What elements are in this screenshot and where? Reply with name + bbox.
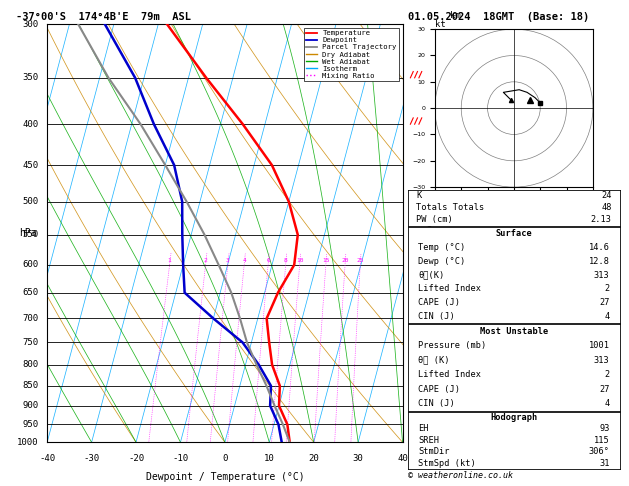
Text: Totals Totals: Totals Totals <box>416 203 484 212</box>
Text: 20: 20 <box>342 258 349 263</box>
Text: CIN (J): CIN (J) <box>418 399 455 408</box>
Text: 500: 500 <box>22 197 38 206</box>
Text: 1000: 1000 <box>17 438 38 447</box>
Text: Surface: Surface <box>496 229 532 238</box>
Text: 650: 650 <box>22 288 38 297</box>
Text: 6: 6 <box>266 258 270 263</box>
Text: SREH: SREH <box>418 436 439 445</box>
Text: 4: 4 <box>604 312 610 321</box>
Text: 450: 450 <box>22 160 38 170</box>
Text: 48: 48 <box>601 203 611 212</box>
Text: 313: 313 <box>594 271 610 279</box>
Text: 2: 2 <box>604 284 610 294</box>
Text: 30: 30 <box>353 454 364 463</box>
Text: Mixing Ratio (g/kg): Mixing Ratio (g/kg) <box>426 190 435 277</box>
Text: 750: 750 <box>22 338 38 347</box>
Text: ASL: ASL <box>448 33 464 42</box>
Text: hPa: hPa <box>19 228 36 238</box>
Text: PW (cm): PW (cm) <box>416 215 453 225</box>
Text: 5: 5 <box>465 230 470 239</box>
Text: 7: 7 <box>465 120 470 129</box>
Text: -20: -20 <box>128 454 144 463</box>
Text: 700: 700 <box>22 314 38 323</box>
Text: Hodograph: Hodograph <box>490 413 538 422</box>
Text: 1001: 1001 <box>589 341 610 350</box>
Text: -40: -40 <box>39 454 55 463</box>
Text: 10: 10 <box>296 258 303 263</box>
Text: 600: 600 <box>22 260 38 269</box>
Text: © weatheronline.co.uk: © weatheronline.co.uk <box>408 471 513 480</box>
Text: 27: 27 <box>599 298 610 307</box>
Text: 2: 2 <box>465 360 470 369</box>
Text: 350: 350 <box>22 73 38 82</box>
Text: 313: 313 <box>594 356 610 364</box>
Text: Temp (°C): Temp (°C) <box>418 243 465 252</box>
Text: 31: 31 <box>599 459 610 468</box>
Text: K: K <box>416 191 421 200</box>
Text: StmDir: StmDir <box>418 447 450 456</box>
Text: 4: 4 <box>242 258 246 263</box>
Text: 950: 950 <box>22 420 38 429</box>
Text: Lifted Index: Lifted Index <box>418 284 481 294</box>
Text: 3: 3 <box>465 314 470 323</box>
Text: 6: 6 <box>465 160 470 170</box>
Text: 8: 8 <box>465 73 470 82</box>
Text: -30: -30 <box>84 454 99 463</box>
Text: 306°: 306° <box>589 447 610 456</box>
Text: 10: 10 <box>264 454 275 463</box>
Text: 25: 25 <box>357 258 364 263</box>
Text: θᴄ (K): θᴄ (K) <box>418 356 450 364</box>
Text: 1: 1 <box>465 401 470 410</box>
Text: 27: 27 <box>599 384 610 394</box>
Text: CAPE (J): CAPE (J) <box>418 298 460 307</box>
Text: EH: EH <box>418 424 429 434</box>
Text: 14.6: 14.6 <box>589 243 610 252</box>
Text: 12.8: 12.8 <box>589 257 610 266</box>
Text: -10: -10 <box>172 454 189 463</box>
Text: 400: 400 <box>22 120 38 129</box>
Text: θᴄ(K): θᴄ(K) <box>418 271 445 279</box>
Text: 800: 800 <box>22 360 38 369</box>
Text: 01.05.2024  18GMT  (Base: 18): 01.05.2024 18GMT (Base: 18) <box>408 12 589 22</box>
Text: 115: 115 <box>594 436 610 445</box>
Text: 900: 900 <box>22 401 38 410</box>
Text: StmSpd (kt): StmSpd (kt) <box>418 459 476 468</box>
Legend: Temperature, Dewpoint, Parcel Trajectory, Dry Adiabat, Wet Adiabat, Isotherm, Mi: Temperature, Dewpoint, Parcel Trajectory… <box>304 28 399 81</box>
Text: 850: 850 <box>22 382 38 390</box>
Text: 93: 93 <box>599 424 610 434</box>
Text: 40: 40 <box>397 454 408 463</box>
Text: 1: 1 <box>168 258 172 263</box>
Text: CIN (J): CIN (J) <box>418 312 455 321</box>
Text: 8: 8 <box>284 258 287 263</box>
Text: 550: 550 <box>22 230 38 239</box>
Text: CAPE (J): CAPE (J) <box>418 384 460 394</box>
Text: Pressure (mb): Pressure (mb) <box>418 341 486 350</box>
Text: 300: 300 <box>22 20 38 29</box>
Text: 24: 24 <box>601 191 611 200</box>
Text: 2.13: 2.13 <box>591 215 611 225</box>
Text: 20: 20 <box>308 454 319 463</box>
Text: Dewp (°C): Dewp (°C) <box>418 257 465 266</box>
Text: 2: 2 <box>204 258 208 263</box>
Text: Most Unstable: Most Unstable <box>480 327 548 336</box>
Text: Lifted Index: Lifted Index <box>418 370 481 379</box>
Text: LCL: LCL <box>465 438 481 447</box>
Text: km: km <box>450 11 461 20</box>
Text: kt: kt <box>435 20 446 29</box>
Text: 0: 0 <box>222 454 228 463</box>
Text: 3: 3 <box>226 258 230 263</box>
Text: Dewpoint / Temperature (°C): Dewpoint / Temperature (°C) <box>145 472 304 482</box>
Text: 4: 4 <box>465 260 470 269</box>
Text: 2: 2 <box>604 370 610 379</box>
Text: -37°00'S  174°4B'E  79m  ASL: -37°00'S 174°4B'E 79m ASL <box>16 12 191 22</box>
Text: 15: 15 <box>322 258 330 263</box>
Text: 4: 4 <box>604 399 610 408</box>
